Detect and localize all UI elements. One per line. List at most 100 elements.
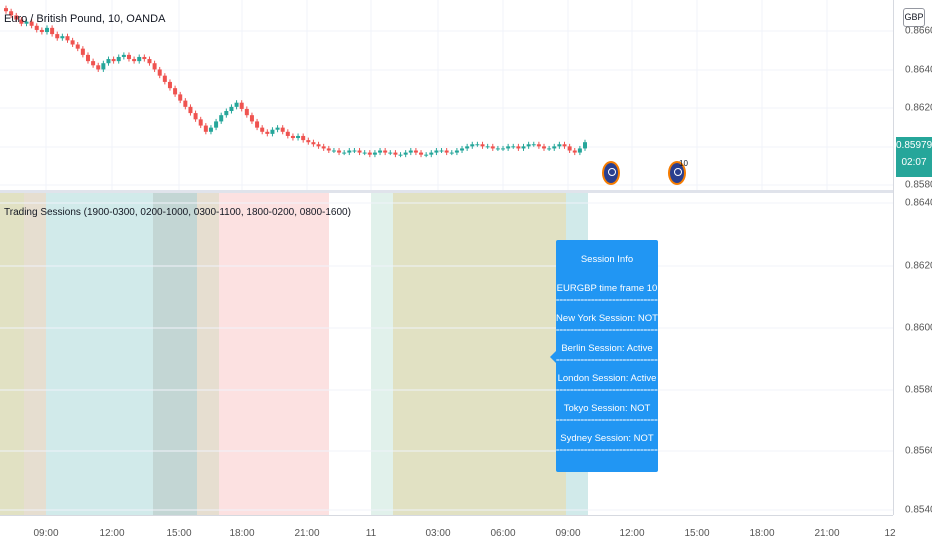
candle-body <box>132 59 137 62</box>
time-label: 09:00 <box>33 528 59 539</box>
candle-body <box>526 144 531 147</box>
candle-body <box>198 119 203 126</box>
candle-body <box>249 115 254 122</box>
candle-body <box>126 54 131 60</box>
indicator-price-label: 0.85600 <box>905 445 932 457</box>
candle-body <box>337 150 342 153</box>
time-label: 12 <box>884 528 896 539</box>
indicator-title: Trading Sessions (1900-0300, 0200-1000, … <box>4 207 351 218</box>
candle-body <box>147 59 152 64</box>
candle-body <box>214 121 219 128</box>
candle-body <box>403 152 408 155</box>
bar-countdown: 02:07 <box>901 157 927 168</box>
session-band <box>24 193 46 515</box>
session-band <box>393 193 566 515</box>
time-label: 18:00 <box>749 528 775 539</box>
symbol-title: Euro / British Pound, 10, OANDA <box>4 13 166 25</box>
time-axis[interactable] <box>0 515 893 551</box>
price-label: 0.85800 <box>905 179 932 191</box>
candle-body <box>65 36 70 41</box>
indicator-price-label: 0.86400 <box>905 197 932 209</box>
tooltip-pointer <box>550 350 557 364</box>
candle-body <box>490 146 495 149</box>
candle-body <box>19 19 24 24</box>
indicator-price-label: 0.85800 <box>905 384 932 396</box>
candle-body <box>296 135 301 139</box>
candle-body <box>275 127 280 130</box>
candle-body <box>80 48 85 55</box>
candle-body <box>501 148 506 150</box>
session-band <box>371 193 393 515</box>
candle-body <box>55 34 60 39</box>
candle-body <box>378 150 383 153</box>
candle-body <box>357 150 362 153</box>
candle-body <box>101 63 106 70</box>
event-count-badge: 10 <box>679 159 688 168</box>
last-price-badge: 0.85979 02:07 <box>896 137 932 177</box>
candle-body <box>557 144 562 147</box>
candle-body <box>239 102 244 109</box>
candle-body <box>372 152 377 155</box>
session-row-tokyo: Tokyo Session: NOT <box>563 403 651 414</box>
candle-body <box>516 146 521 149</box>
candle-body <box>367 152 372 155</box>
time-label: 21:00 <box>294 528 320 539</box>
time-label: 15:00 <box>166 528 192 539</box>
price-scale[interactable] <box>893 0 932 515</box>
time-label: 06:00 <box>490 528 516 539</box>
currency-button[interactable]: GBP <box>903 8 925 27</box>
session-separator: ================================ <box>556 418 658 424</box>
candle-body <box>460 148 465 151</box>
candle-body <box>14 15 19 20</box>
time-label: 03:00 <box>425 528 451 539</box>
candle-body <box>321 146 326 149</box>
time-label: 21:00 <box>814 528 840 539</box>
candle-body <box>270 129 275 134</box>
candle-body <box>331 150 336 152</box>
candle-body <box>547 148 552 150</box>
candle-body <box>137 56 142 62</box>
pane-separator[interactable] <box>0 190 932 193</box>
economic-event-icon[interactable] <box>602 161 620 185</box>
candle-body <box>265 131 270 134</box>
candle-body <box>96 65 101 70</box>
candle-body <box>536 144 541 147</box>
price-label: 0.86400 <box>905 64 932 76</box>
candle-body <box>531 144 536 146</box>
candle-body <box>454 150 459 153</box>
candle-body <box>506 146 511 149</box>
candle-body <box>511 146 516 148</box>
price-label: 0.86600 <box>905 25 932 37</box>
indicator-pane[interactable] <box>0 193 893 515</box>
candle-body <box>121 54 126 57</box>
candle-body <box>567 146 572 151</box>
candle-body <box>572 150 577 153</box>
time-label: 11 <box>365 528 377 539</box>
candle-body <box>552 146 557 149</box>
candle-body <box>244 108 249 116</box>
candle-body <box>50 27 55 35</box>
candle-body <box>301 135 306 141</box>
session-band <box>0 193 24 515</box>
session-separator: ================================ <box>556 358 658 364</box>
price-label: 0.86200 <box>905 102 932 114</box>
candle-body <box>162 75 167 82</box>
candle-body <box>352 150 357 152</box>
candle-body <box>316 144 321 147</box>
price-pane[interactable] <box>0 0 893 190</box>
session-band <box>219 193 329 515</box>
candle-body <box>193 113 198 120</box>
session-separator: ================================ <box>556 388 658 394</box>
economic-event-icon[interactable] <box>668 161 686 185</box>
candle-body <box>424 154 429 156</box>
candle-body <box>260 127 265 132</box>
candle-body <box>449 152 454 154</box>
indicator-price-label: 0.86000 <box>905 322 932 334</box>
candle-body <box>219 115 224 122</box>
candle-body <box>224 111 229 116</box>
candle-body <box>280 127 285 132</box>
candle-body <box>434 150 439 153</box>
session-row-new-york: New York Session: NOT <box>556 313 658 324</box>
candle-body <box>173 88 178 95</box>
